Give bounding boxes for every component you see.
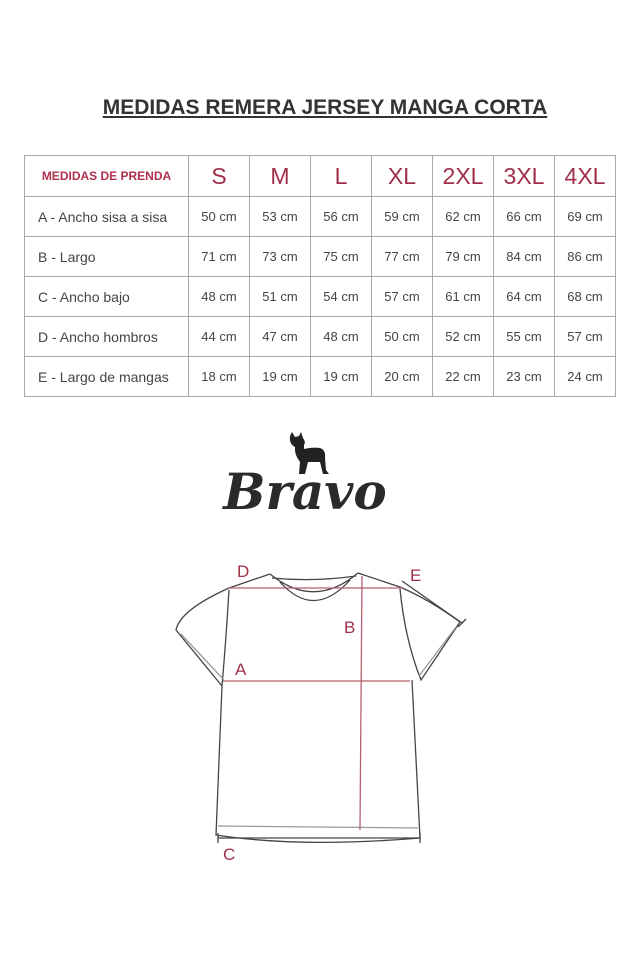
header-cell: M [249,155,311,197]
measurement-cell: 44 cm [188,316,250,357]
measurement-cell: 52 cm [432,316,494,357]
table-row: C - Ancho bajo 48 cm 51 cm 54 cm 57 cm 61 cm 6… [24,276,616,317]
page-title: MEDIDAS REMERA JERSEY MANGA CORTA [102,96,548,119]
measurement-cell: 84 cm [493,236,555,277]
row-label: B - Largo [24,236,189,277]
table-row: E - Largo de mangas 18 cm 19 cm 19 cm 20 cm 2… [24,356,616,397]
table-row: D - Ancho hombros 44 cm 47 cm 48 cm 50 cm 52 … [24,316,616,357]
measurement-cell: 62 cm [432,196,494,237]
measurement-cell: 56 cm [310,196,372,237]
row-label: A - Ancho sisa a sisa [24,196,189,237]
size-table: MEDIDAS DE PRENDA S M L XL 2XL 3XL 4XL A… [24,155,616,397]
table-row: A - Ancho sisa a sisa 50 cm 53 cm 56 cm 59 c… [24,196,616,237]
measure-line-b [359,575,363,831]
measurement-cell: 50 cm [188,196,250,237]
label-b: B [344,618,355,637]
measurement-cell: 51 cm [249,276,311,317]
shirt-outline [175,572,461,843]
measurement-cell: 55 cm [493,316,555,357]
collar [269,572,359,602]
header-cell: 4XL [554,155,616,197]
label-c: C [223,845,235,864]
table-header-row: MEDIDAS DE PRENDA S M L XL 2XL 3XL 4XL [24,155,616,197]
header-cell: 2XL [432,155,494,197]
brand-logo: Bravo [200,430,410,530]
measurement-cell: 19 cm [249,356,311,397]
measurement-cell: 47 cm [249,316,311,357]
logo-text: Bravo [223,462,387,521]
measurement-cell: 20 cm [371,356,433,397]
measurement-cell: 61 cm [432,276,494,317]
measurement-cell: 77 cm [371,236,433,277]
measurement-cell: 57 cm [554,316,616,357]
measurement-cell: 24 cm [554,356,616,397]
measurement-cell: 59 cm [371,196,433,237]
header-cell: S [188,155,250,197]
measurement-cell: 23 cm [493,356,555,397]
row-label: C - Ancho bajo [24,276,189,317]
measurement-cell: 18 cm [188,356,250,397]
measurement-cell: 19 cm [310,356,372,397]
label-d: D [237,562,249,581]
label-a: A [235,660,247,679]
bulldog-icon [289,432,329,474]
measurement-cell: 68 cm [554,276,616,317]
table-row: B - Largo 71 cm 73 cm 75 cm 77 cm 79 cm 84 cm 8… [24,236,616,277]
measurement-cell: 54 cm [310,276,372,317]
label-e: E [410,566,421,585]
measurement-cell: 75 cm [310,236,372,277]
row-label: E - Largo de mangas [24,356,189,397]
header-cell: L [310,155,372,197]
measurement-cell: 48 cm [188,276,250,317]
row-label: D - Ancho hombros [24,316,189,357]
measurement-cell: 53 cm [249,196,311,237]
header-cell: MEDIDAS DE PRENDA [24,155,189,197]
measure-line-e [401,580,463,624]
measurement-cell: 48 cm [310,316,372,357]
